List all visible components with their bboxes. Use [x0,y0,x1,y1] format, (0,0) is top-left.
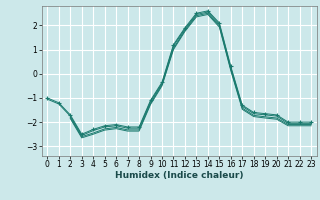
X-axis label: Humidex (Indice chaleur): Humidex (Indice chaleur) [115,171,244,180]
